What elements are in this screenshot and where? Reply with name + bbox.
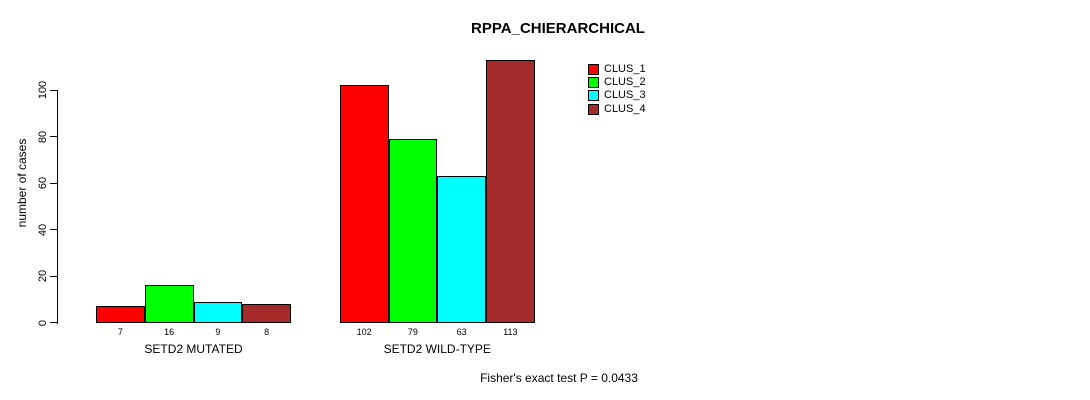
bar	[339, 85, 389, 324]
y-axis-tick	[50, 89, 57, 91]
legend-label: CLUS_2	[604, 76, 646, 89]
y-axis-tick-label: 100	[37, 80, 49, 100]
bar-value-label: 113	[503, 326, 518, 337]
stat-annotation: Fisher's exact test P = 0.0433	[480, 371, 638, 385]
bar	[486, 59, 535, 324]
y-axis-tick	[50, 275, 57, 277]
y-axis-tick	[50, 322, 57, 323]
bar-value-label: 102	[356, 326, 372, 337]
legend-swatch	[588, 103, 599, 115]
legend-swatch	[588, 90, 599, 102]
y-axis-tick	[50, 229, 57, 230]
bar-value-label: 9	[215, 326, 221, 337]
category-label: SETD2 MUTATED	[144, 342, 243, 356]
bar-value-label: 63	[456, 326, 467, 337]
legend-label: CLUS_1	[604, 63, 646, 75]
bar-value-label: 7	[117, 326, 123, 337]
y-axis-tick-label: 20	[37, 269, 49, 283]
y-axis-tick-label: 0	[37, 319, 49, 326]
legend-swatch	[588, 77, 599, 89]
legend-label: CLUS_4	[604, 102, 646, 115]
bar	[437, 176, 486, 324]
chart-title: RPPA_CHIERARCHICAL	[471, 20, 645, 37]
bar	[144, 285, 194, 324]
bar	[193, 301, 243, 324]
bar-value-label: 79	[407, 326, 418, 337]
y-axis-title: number of cases	[15, 138, 29, 228]
category-label: SETD2 WILD-TYPE	[383, 342, 491, 356]
bar	[388, 138, 438, 324]
bar	[242, 303, 291, 324]
bar-value-label: 16	[164, 326, 175, 337]
y-axis-tick-label: 40	[37, 223, 49, 236]
bar	[96, 306, 145, 324]
bar-value-label: 8	[264, 326, 270, 337]
y-axis-tick	[50, 182, 57, 184]
y-axis-tick	[50, 136, 57, 137]
legend-label: CLUS_3	[604, 89, 646, 102]
y-axis-tick-label: 80	[37, 130, 49, 143]
legend-swatch	[588, 64, 599, 75]
y-axis-line	[57, 90, 58, 324]
y-axis-tick-label: 60	[37, 176, 49, 190]
